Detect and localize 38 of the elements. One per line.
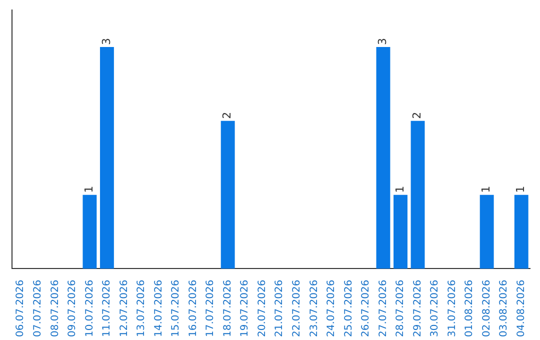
x-tick-label: 28.07.2026: [395, 280, 406, 338]
x-tick-label: 10.07.2026: [84, 280, 96, 338]
data-label: 1: [480, 186, 493, 193]
x-tick-label: 19.07.2026: [240, 280, 251, 338]
data-label: 1: [82, 186, 96, 193]
x-tick-label: 26.07.2026: [360, 280, 372, 338]
x-tick-label: 03.08.2026: [498, 280, 510, 338]
x-tick-label: 16.07.2026: [188, 280, 199, 338]
x-tick-label: 15.07.2026: [170, 280, 182, 338]
data-label: 3: [100, 38, 113, 45]
data-label: 3: [376, 38, 390, 45]
data-label: 1: [393, 186, 406, 193]
x-tick-label: 07.07.2026: [32, 280, 44, 338]
data-label: 2: [220, 112, 234, 119]
data-label: 1: [514, 186, 528, 193]
x-tick-label: 24.07.2026: [326, 280, 338, 338]
x-tick-label: 11.07.2026: [102, 280, 113, 338]
x-tick-label: 29.07.2026: [412, 280, 424, 338]
x-tick-label: 20.07.2026: [256, 280, 268, 338]
x-tick-label: 30.07.2026: [430, 280, 441, 338]
x-tick-label: 23.07.2026: [308, 280, 320, 338]
x-tick-label: 25.07.2026: [343, 280, 354, 338]
x-tick-label: 18.07.2026: [222, 280, 234, 338]
x-tick-label: 22.07.2026: [291, 280, 302, 338]
x-tick-label: 02.08.2026: [481, 280, 492, 338]
x-tick-label: 09.07.2026: [67, 280, 78, 338]
x-tick-label: 27.07.2026: [378, 280, 389, 338]
x-tick-label: 14.07.2026: [153, 280, 164, 338]
x-tick-label: 08.07.2026: [50, 280, 61, 338]
x-tick-label: 13.07.2026: [136, 280, 148, 338]
x-tick-label: 06.07.2026: [15, 280, 26, 338]
x-tick-label: 01.08.2026: [464, 280, 476, 338]
x-tick-label: 04.08.2026: [516, 280, 527, 338]
x-tick-label: 31.07.2026: [446, 280, 458, 338]
data-label: 2: [410, 112, 424, 119]
x-tick-label: 21.07.2026: [274, 280, 286, 338]
x-tick-label: 17.07.2026: [205, 280, 216, 338]
x-tick-label: 12.07.2026: [118, 280, 130, 338]
